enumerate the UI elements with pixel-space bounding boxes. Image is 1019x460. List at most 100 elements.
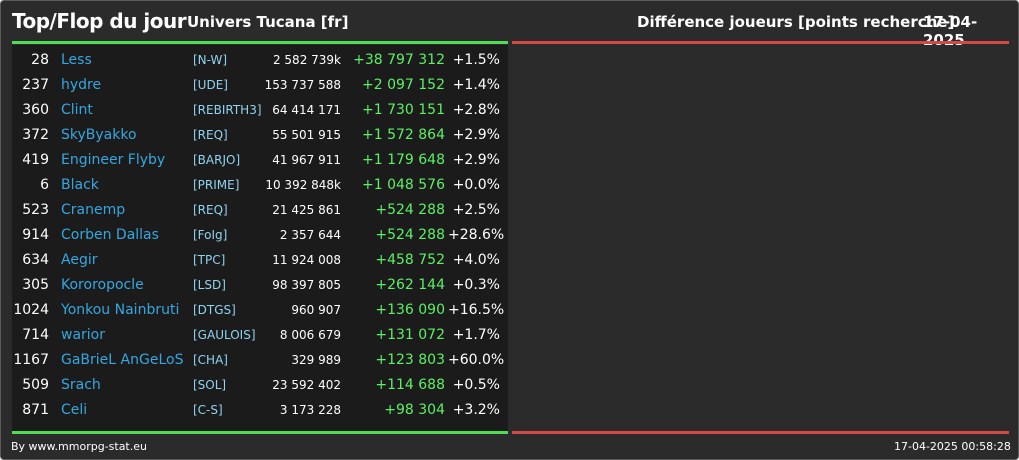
percent-change: +2.9%: [452, 127, 500, 143]
percent-change: +28.6%: [448, 227, 505, 243]
player-points: 10 392 848k: [265, 178, 341, 192]
table-row: 714 warior [GAULOIS] 8 006 679 +131 072 +1.7%: [12, 323, 508, 348]
points-difference: +131 072: [375, 327, 445, 343]
player-points: 64 414 171: [272, 103, 341, 117]
points-difference: +38 797 312: [353, 52, 445, 68]
points-difference: +524 288: [375, 202, 445, 218]
table-row: 6 Black [PRIME] 10 392 848k +1 048 576 +0.0%: [12, 173, 508, 198]
page-title: Top/Flop du jour: [12, 9, 187, 33]
top-players-list: 28 Less [N-W] 2 582 739k +38 797 312 +1.5% 237…: [12, 45, 508, 431]
percent-change: +0.3%: [452, 277, 500, 293]
points-difference: +114 688: [375, 377, 445, 393]
percent-change: +1.5%: [452, 52, 500, 68]
alliance-tag-link[interactable]: [REQ]: [193, 128, 228, 142]
metric-label: Différence joueurs [points recherche]: [637, 13, 955, 31]
player-name-link[interactable]: Corben Dallas: [61, 227, 159, 243]
player-rank: 360: [22, 102, 49, 118]
player-points: 98 397 805: [272, 278, 341, 292]
player-name-link[interactable]: SkyByakko: [61, 127, 137, 143]
player-name-link[interactable]: Celi: [61, 402, 88, 418]
date-label: 17-04-2025: [923, 13, 978, 49]
player-points: 2 357 644: [279, 228, 341, 242]
alliance-tag-link[interactable]: [REBIRTH3]: [193, 103, 262, 117]
percent-change: +16.5%: [448, 302, 505, 318]
player-name-link[interactable]: Cranemp: [61, 202, 126, 218]
table-row: 419 Engineer Flyby [BARJO] 41 967 911 +1 179…: [12, 148, 508, 173]
alliance-tag-link[interactable]: [REQ]: [193, 203, 228, 217]
player-points: 2 582 739k: [272, 53, 341, 67]
player-name-link[interactable]: Black: [61, 177, 99, 193]
points-difference: +2 097 152: [362, 77, 445, 93]
percent-change: +0.5%: [452, 377, 500, 393]
alliance-tag-link[interactable]: [N-W]: [193, 53, 228, 67]
alliance-tag-link[interactable]: [TPC]: [193, 253, 226, 267]
alliance-tag-link[interactable]: [BARJO]: [193, 153, 241, 167]
percent-change: +2.8%: [452, 102, 500, 118]
player-name-link[interactable]: Engineer Flyby: [61, 152, 166, 168]
player-points: 41 967 911: [272, 153, 341, 167]
table-row: 28 Less [N-W] 2 582 739k +38 797 312 +1.5%: [12, 48, 508, 73]
alliance-tag-link[interactable]: [SOL]: [193, 378, 227, 392]
player-rank: 871: [22, 402, 49, 418]
alliance-tag-link[interactable]: [CHA]: [193, 353, 228, 367]
points-difference: +123 803: [375, 352, 445, 368]
player-name-link[interactable]: GaBrieL AnGeLoS: [61, 352, 184, 368]
player-rank: 6: [40, 177, 49, 193]
alliance-tag-link[interactable]: [PRIME]: [193, 178, 240, 192]
flop-footer-rule: [512, 431, 1009, 434]
player-rank: 509: [22, 377, 49, 393]
top-footer-rule: [12, 431, 508, 434]
alliance-tag-link[interactable]: [DTGS]: [193, 303, 236, 317]
points-difference: +1 048 576: [362, 177, 445, 193]
percent-change: +4.0%: [452, 252, 500, 268]
player-rank: 419: [22, 152, 49, 168]
player-name-link[interactable]: Srach: [61, 377, 101, 393]
flop-header-rule: [512, 41, 1009, 44]
player-name-link[interactable]: warior: [61, 327, 105, 343]
table-row: 1024 Yonkou Nainbruti [DTGS] 960 907 +136 09…: [12, 298, 508, 323]
percent-change: +2.9%: [452, 152, 500, 168]
player-points: 960 907: [291, 303, 341, 317]
player-name-link[interactable]: Less: [61, 52, 92, 68]
alliance-tag-link[interactable]: [UDE]: [193, 78, 228, 92]
percent-change: +60.0%: [448, 352, 505, 368]
alliance-tag-link[interactable]: [C-S]: [193, 403, 223, 417]
player-rank: 305: [22, 277, 49, 293]
player-name-link[interactable]: Yonkou Nainbruti: [61, 302, 180, 318]
player-points: 23 592 402: [272, 378, 341, 392]
credit-text: By www.mmorpg-stat.eu: [11, 440, 147, 453]
player-rank: 237: [22, 77, 49, 93]
percent-change: +2.5%: [452, 202, 500, 218]
player-name-link[interactable]: Kororopocle: [61, 277, 144, 293]
player-points: 21 425 861: [272, 203, 341, 217]
points-difference: +524 288: [375, 227, 445, 243]
timestamp-text: 17-04-2025 00:58:28: [894, 440, 1011, 453]
player-rank: 372: [22, 127, 49, 143]
table-row: 523 Cranemp [REQ] 21 425 861 +524 288 +2.5%: [12, 198, 508, 223]
percent-change: +3.2%: [452, 402, 500, 418]
points-difference: +1 730 151: [362, 102, 445, 118]
player-points: 55 501 915: [272, 128, 341, 142]
table-row: 360 Clint [REBIRTH3] 64 414 171 +1 730 151 +2…: [12, 98, 508, 123]
player-name-link[interactable]: Clint: [61, 102, 93, 118]
player-rank: 1024: [13, 302, 49, 318]
flop-players-list: [512, 45, 1009, 431]
player-rank: 523: [22, 202, 49, 218]
alliance-tag-link[interactable]: [LSD]: [193, 278, 226, 292]
player-rank: 28: [31, 52, 49, 68]
alliance-tag-link[interactable]: [FoIg]: [193, 228, 228, 242]
player-rank: 1167: [13, 352, 49, 368]
player-points: 8 006 679: [279, 328, 341, 342]
player-name-link[interactable]: hydre: [61, 77, 102, 93]
player-name-link[interactable]: Aegir: [61, 252, 98, 268]
points-difference: +1 179 648: [362, 152, 445, 168]
table-row: 372 SkyByakko [REQ] 55 501 915 +1 572 864 +2.…: [12, 123, 508, 148]
points-difference: +136 090: [375, 302, 445, 318]
alliance-tag-link[interactable]: [GAULOIS]: [193, 328, 256, 342]
points-difference: +1 572 864: [362, 127, 445, 143]
table-row: 237 hydre [UDE] 153 737 588 +2 097 152 +1.4%: [12, 73, 508, 98]
player-points: 3 173 228: [279, 403, 341, 417]
table-row: 305 Kororopocle [LSD] 98 397 805 +262 144 +0.…: [12, 273, 508, 298]
player-points: 11 924 008: [272, 253, 341, 267]
